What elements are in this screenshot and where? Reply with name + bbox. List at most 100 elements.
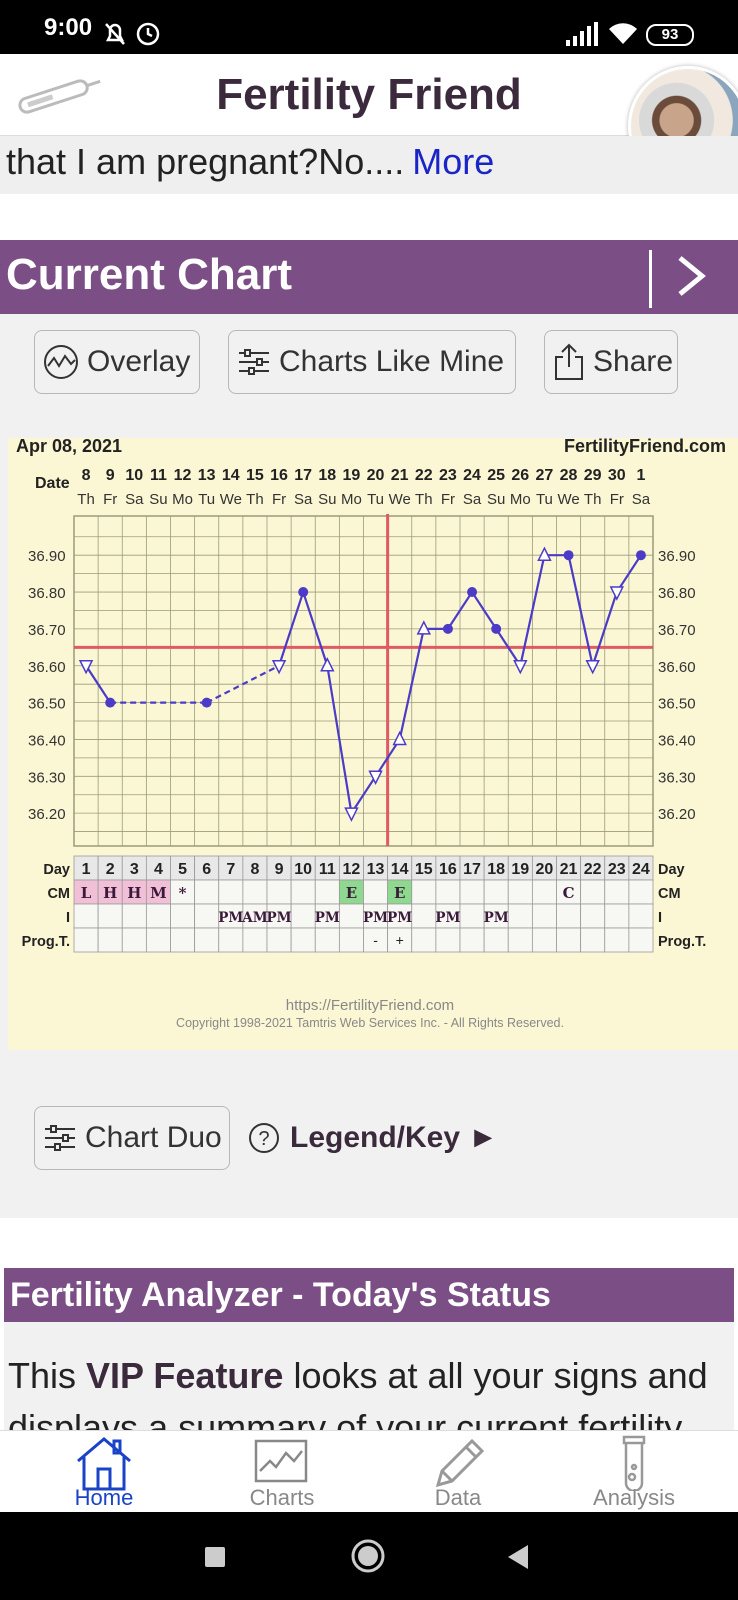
share-button[interactable]: Share xyxy=(544,330,678,394)
nav-data-label: Data xyxy=(434,1485,482,1510)
sliders-icon xyxy=(43,1123,77,1153)
chevron-right-icon[interactable] xyxy=(676,254,706,298)
date-tick-label: 16 xyxy=(270,467,288,484)
weekday-tick-label: Th xyxy=(415,491,433,508)
fertility-analyzer-header[interactable]: Fertility Analyzer - Today's Status xyxy=(4,1268,734,1322)
temp-line-segment xyxy=(206,664,280,704)
cm-cell xyxy=(194,879,220,905)
temp-point-open xyxy=(609,586,625,601)
cm-cell xyxy=(531,879,557,905)
day-cell xyxy=(507,855,533,881)
intercourse-cell xyxy=(580,903,606,929)
prog-cell xyxy=(97,927,123,953)
cm-value: E xyxy=(394,884,405,902)
y-tick-label-left: 36.80 xyxy=(28,585,66,602)
row-label-right: Prog.T. xyxy=(658,934,706,950)
day-tick-label: 1 xyxy=(82,861,91,878)
date-tick-label: 17 xyxy=(294,467,312,484)
prog-cell xyxy=(604,927,630,953)
temp-point-open xyxy=(368,770,383,785)
chart-copyright: Copyright 1998-2021 Tamtris Web Services… xyxy=(176,1016,564,1030)
nav-data[interactable]: Data xyxy=(378,1431,538,1513)
fertility-analyzer-body: This VIP Feature looks at all your signs… xyxy=(4,1322,734,1432)
temp-line-segment xyxy=(615,554,642,593)
row-label-right: Day xyxy=(658,862,685,878)
prog-cell xyxy=(507,927,533,953)
intercourse-value: PM xyxy=(218,910,243,926)
date-tick-label: 28 xyxy=(560,467,578,484)
nav-analysis-label: Analysis xyxy=(593,1485,675,1510)
home-icon xyxy=(77,1437,131,1491)
date-tick-label: 8 xyxy=(82,467,91,484)
day-tick-label: 12 xyxy=(343,861,361,878)
day-tick-label: 22 xyxy=(584,861,602,878)
fa-text-bold: VIP Feature xyxy=(86,1355,284,1396)
news-ticker[interactable]: that I am pregnant?No.... More xyxy=(0,136,738,194)
y-tick-label-right: 36.40 xyxy=(658,732,696,749)
legend-key-link[interactable]: ? Legend/Key ► xyxy=(248,1118,498,1158)
current-chart-header[interactable]: Current Chart xyxy=(0,240,738,314)
recent-apps-icon[interactable] xyxy=(204,1546,226,1568)
weekday-tick-label: Tu xyxy=(367,491,384,508)
weekday-tick-label: Th xyxy=(584,491,602,508)
temp-point xyxy=(105,697,116,708)
day-tick-label: 18 xyxy=(487,861,505,878)
nav-home[interactable]: Home xyxy=(24,1431,184,1513)
prog-cell xyxy=(121,927,147,953)
cm-value: H xyxy=(103,884,117,902)
intercourse-value: PM xyxy=(267,910,292,926)
day-cell xyxy=(170,855,196,881)
temp-point xyxy=(635,550,646,561)
app-header: Fertility Friend xyxy=(0,54,738,186)
day-tick-label: 24 xyxy=(632,861,650,878)
charts-like-mine-button[interactable]: Charts Like Mine xyxy=(228,330,516,394)
nav-charts-label: Charts xyxy=(249,1485,315,1510)
cm-cell xyxy=(363,879,389,905)
day-tick-label: 2 xyxy=(106,861,115,878)
home-system-icon[interactable] xyxy=(350,1538,386,1574)
bbt-chart[interactable]: Apr 08, 2021 FertilityFriend.com Date 8 T… xyxy=(8,438,738,1050)
date-tick-label: 12 xyxy=(174,467,192,484)
day-tick-label: 4 xyxy=(154,861,163,878)
intercourse-value: PM xyxy=(387,910,412,926)
signal-icon xyxy=(566,22,598,46)
nav-charts[interactable]: Charts xyxy=(202,1431,362,1513)
system-nav-bar xyxy=(0,1512,738,1600)
day-tick-label: 9 xyxy=(275,861,284,878)
intercourse-cell xyxy=(628,903,654,929)
prog-cell xyxy=(290,927,316,953)
status-time: 9:00 xyxy=(44,14,93,41)
intercourse-cell xyxy=(604,903,630,929)
bottom-nav: Home Charts Data Analysis xyxy=(0,1430,738,1512)
thermometer-icon[interactable] xyxy=(12,74,104,114)
prog-cell xyxy=(338,927,364,953)
cm-value: H xyxy=(127,884,141,902)
overlay-button[interactable]: Overlay xyxy=(34,330,200,394)
weekday-tick-label: Mo xyxy=(341,491,362,508)
overlay-icon xyxy=(43,344,79,380)
cm-value: * xyxy=(179,884,187,902)
prog-cell xyxy=(411,927,437,953)
intercourse-cell xyxy=(145,903,171,929)
temp-point-open xyxy=(537,546,552,561)
y-tick-label-left: 36.60 xyxy=(28,659,66,676)
back-icon[interactable] xyxy=(506,1544,530,1570)
date-tick-label: 27 xyxy=(536,467,554,484)
weekday-tick-label: Sa xyxy=(294,491,313,508)
intercourse-value: AM xyxy=(241,910,267,926)
chart-duo-button[interactable]: Chart Duo xyxy=(34,1106,230,1170)
charts-like-mine-label: Charts Like Mine xyxy=(279,345,505,378)
intercourse-cell xyxy=(170,903,196,929)
weekday-tick-label: Sa xyxy=(632,491,651,508)
help-icon: ? xyxy=(249,1123,279,1153)
cm-cell xyxy=(459,879,485,905)
more-link[interactable]: More xyxy=(412,141,495,182)
day-tick-label: 7 xyxy=(226,861,235,878)
cm-cell xyxy=(507,879,533,905)
y-tick-label-left: 36.30 xyxy=(28,769,66,786)
day-tick-label: 16 xyxy=(439,861,457,878)
chart-date-label: Apr 08, 2021 xyxy=(16,438,122,456)
overlay-label: Overlay xyxy=(87,345,191,378)
prog-cell xyxy=(145,927,171,953)
nav-analysis[interactable]: Analysis xyxy=(554,1431,714,1513)
